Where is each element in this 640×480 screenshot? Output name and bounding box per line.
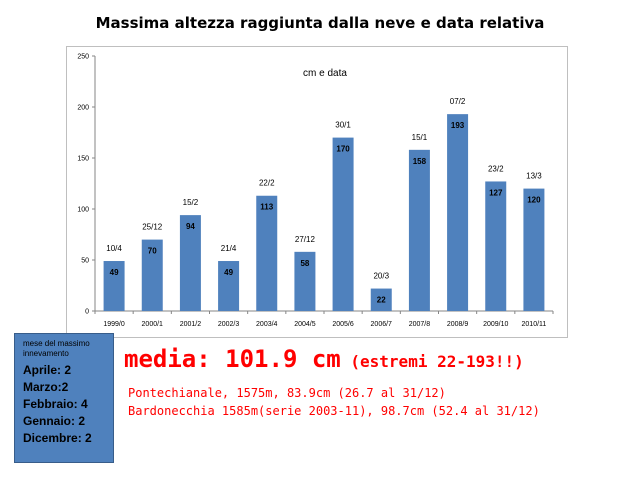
bar	[408, 149, 430, 311]
month-summary-row: Dicembre: 2	[23, 431, 92, 445]
bar-value-label: 113	[260, 203, 273, 212]
bar	[447, 114, 469, 311]
bar	[141, 239, 163, 311]
x-tick-label: 2000/1	[142, 321, 164, 328]
month-summary-row: Gennaio: 2	[23, 414, 86, 428]
bar-value-label: 158	[413, 157, 427, 166]
note-pontechianale: Pontechianale, 1575m, 83.9cm (26.7 al 31…	[128, 386, 446, 400]
bar	[256, 195, 278, 311]
bar-date-label: 22/2	[259, 179, 275, 188]
bar-date-label: 07/2	[450, 97, 466, 106]
y-tick-label: 200	[77, 105, 89, 112]
x-tick-label: 2002/3	[218, 321, 240, 328]
y-tick-label: 0	[85, 309, 89, 316]
bar-value-label: 170	[336, 145, 350, 154]
x-tick-label: 2010/11	[522, 321, 547, 328]
y-tick-label: 100	[77, 207, 89, 214]
bar-value-label: 22	[377, 296, 386, 305]
bar	[179, 215, 201, 311]
month-summary-box: mese del massimo innevamento Aprile: 2 M…	[14, 333, 114, 463]
bar-value-label: 127	[489, 188, 503, 197]
x-tick-label: 2003/4	[256, 321, 278, 328]
bar-date-label: 15/1	[412, 133, 428, 142]
bar-date-label: 15/2	[183, 198, 199, 207]
bar-value-label: 193	[451, 121, 465, 130]
bar-chart: 0 50 100 150 200 250 cm e data 49 10/4 1999/0 70 25…	[77, 54, 554, 328]
bar-date-label: 21/4	[221, 244, 237, 253]
chart-title: Massima altezza raggiunta dalla neve e d…	[95, 14, 545, 32]
note-bardonecchia: Bardonecchia 1585m(serie 2003-11), 98.7c…	[128, 404, 540, 418]
x-tick-label: 2009/10	[483, 321, 508, 328]
x-tick-label: 2008/9	[447, 321, 469, 328]
month-summary-header: mese del massimo innevamento	[23, 339, 90, 358]
chart-subtitle: cm e data	[303, 68, 347, 79]
month-summary-row: Febbraio: 4	[23, 397, 88, 411]
average-value: media: 101.9 cm	[124, 345, 341, 373]
bar	[370, 288, 392, 311]
bar	[218, 261, 240, 311]
bar-date-label: 10/4	[106, 244, 122, 253]
x-tick-label: 2001/2	[180, 321, 202, 328]
bar-value-label: 120	[527, 196, 541, 205]
bar	[485, 181, 507, 311]
chart-area: 0 50 100 150 200 250 cm e data 49 10/4 1999/0 70 25…	[66, 46, 568, 338]
bar-value-label: 49	[110, 268, 119, 277]
month-summary-row: Aprile: 2	[23, 363, 72, 377]
bar-value-label: 70	[148, 247, 157, 256]
x-tick-label: 2006/7	[371, 321, 393, 328]
average-summary: media: 101.9 cm (estremi 22-193!!)	[124, 345, 524, 373]
x-tick-label: 2004/5	[294, 321, 316, 328]
bar-date-label: 30/1	[335, 121, 351, 130]
y-tick-label: 250	[77, 54, 89, 61]
bar-value-label: 94	[186, 222, 195, 231]
y-tick-label: 50	[81, 258, 89, 265]
bar-value-label: 49	[224, 268, 233, 277]
extremes-value: (estremi 22-193!!)	[350, 352, 524, 371]
x-tick-label: 2005/6	[332, 321, 354, 328]
bar	[103, 261, 125, 311]
bar-date-label: 23/2	[488, 164, 504, 173]
bar	[332, 137, 354, 311]
bar-date-label: 13/3	[526, 172, 542, 181]
bar-date-label: 25/12	[142, 223, 163, 232]
bar-date-label: 20/3	[373, 272, 389, 281]
x-tick-label: 1999/0	[103, 321, 125, 328]
bar	[294, 251, 316, 311]
x-tick-label: 2007/8	[409, 321, 431, 328]
bar	[523, 188, 545, 311]
y-tick-label: 150	[77, 156, 89, 163]
month-summary-row: Marzo:2	[23, 380, 69, 394]
bar-date-label: 27/12	[295, 235, 316, 244]
bar-value-label: 58	[300, 259, 309, 268]
